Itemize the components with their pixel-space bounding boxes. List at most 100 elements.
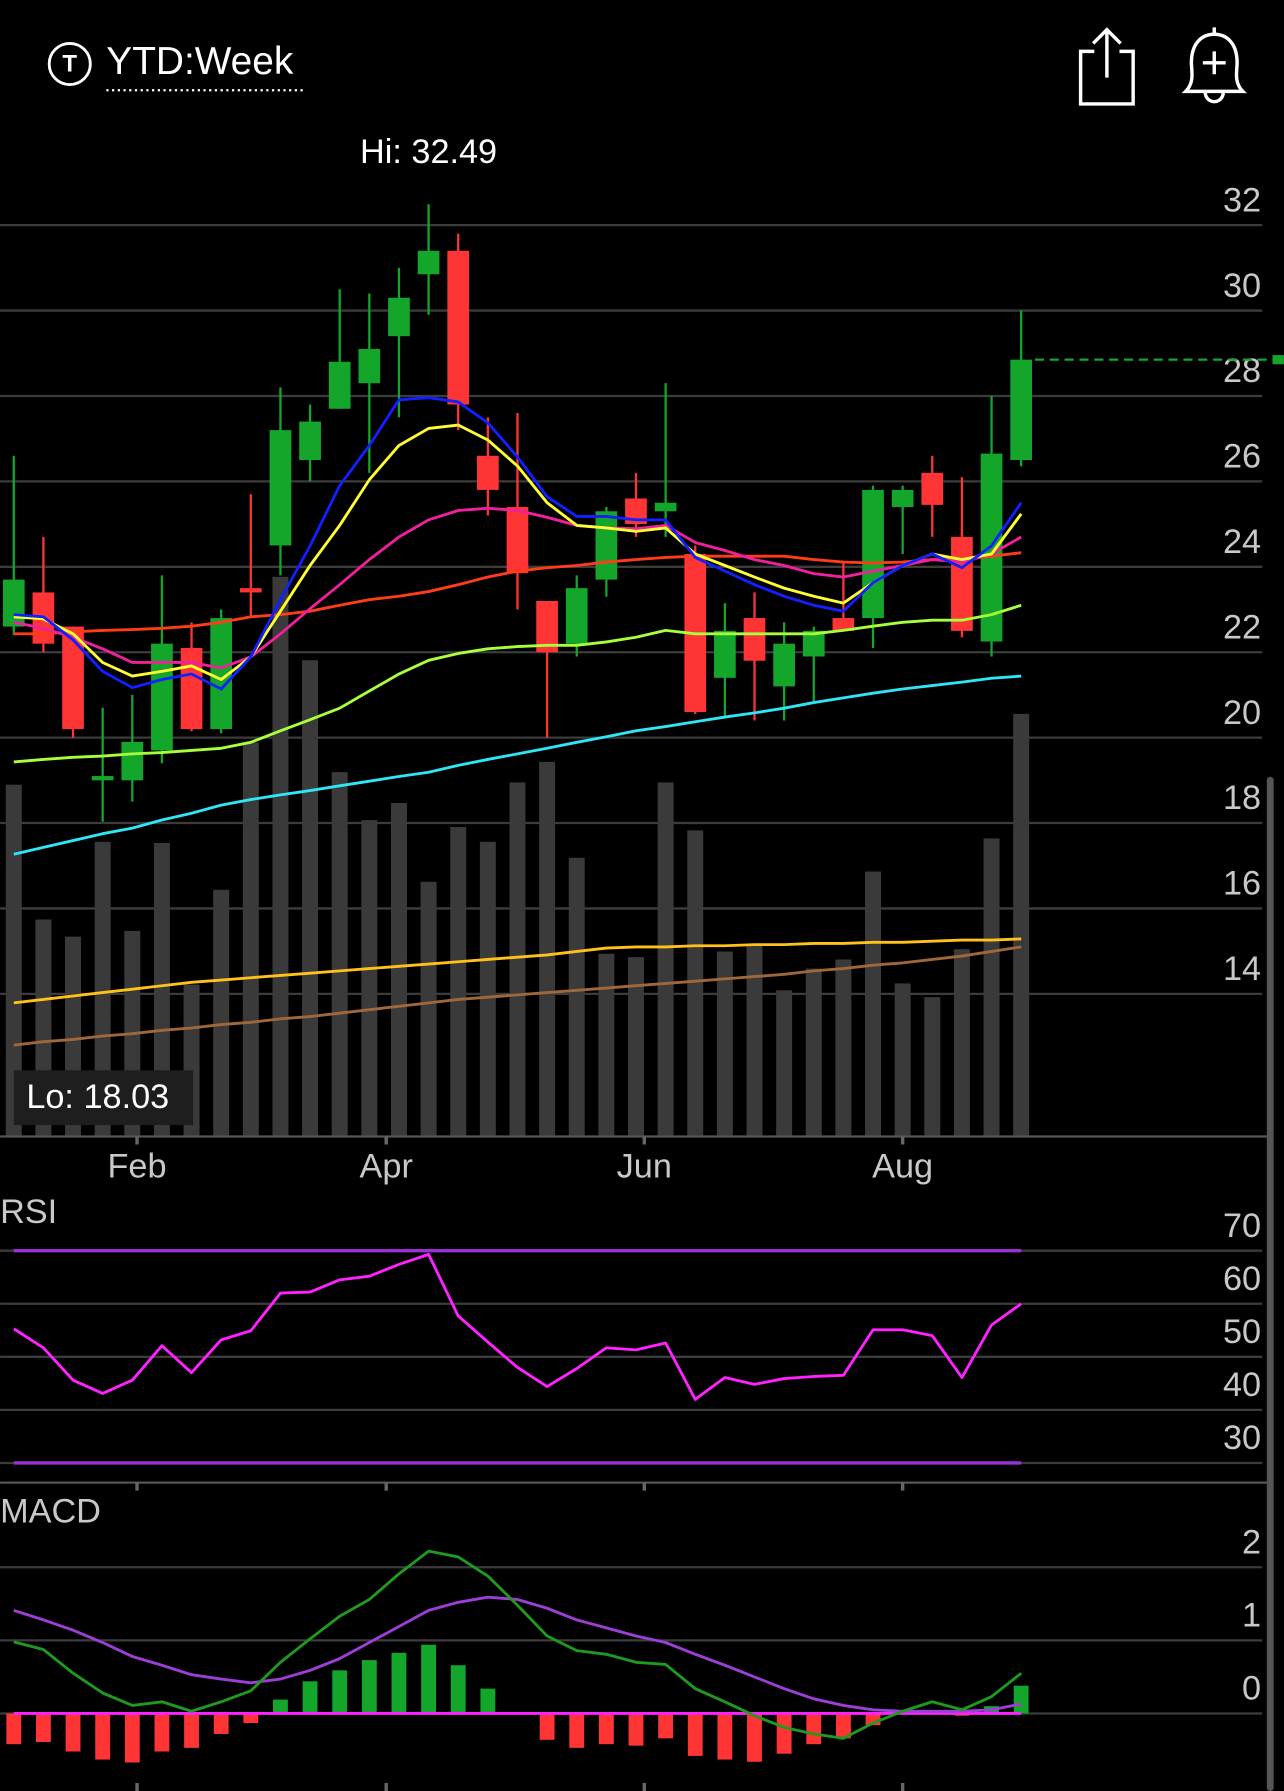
candle-body [743, 618, 766, 661]
candle-body [1010, 359, 1033, 461]
histogram-bar [687, 1713, 703, 1756]
histogram-bar [776, 1713, 792, 1754]
candle-body [269, 430, 292, 546]
x-tick-label: Apr [360, 1148, 413, 1186]
candle-body [802, 630, 825, 657]
volume-bar [627, 957, 644, 1137]
volume-bar [687, 830, 704, 1137]
histogram-bar [273, 1699, 288, 1714]
volume-bar [479, 841, 496, 1137]
candle-body [832, 618, 855, 631]
histogram-bar [598, 1713, 614, 1745]
low-label: Lo: 18.03 [26, 1078, 169, 1116]
volume-bar [805, 968, 822, 1137]
histogram-bar [747, 1713, 762, 1762]
histogram-bar [35, 1713, 51, 1743]
volume-bar [598, 953, 615, 1137]
candle-body [358, 348, 381, 384]
moving-average-line [13, 674, 1022, 856]
volume-bar [1013, 713, 1030, 1137]
volume-bar [153, 842, 170, 1137]
candle-body [417, 250, 440, 275]
volume-bar [924, 997, 941, 1137]
candle-body [388, 297, 410, 337]
volume-bar [361, 820, 378, 1137]
volume-bar [509, 782, 526, 1137]
volume-bar [746, 945, 763, 1137]
candle-body [62, 626, 84, 730]
y-tick-label: 30 [1223, 267, 1261, 305]
timeframe-button[interactable]: T YTD:Week [47, 40, 307, 92]
candle-body [773, 643, 795, 687]
volume-bar [657, 782, 674, 1137]
volume-average-line [13, 937, 1022, 1005]
x-tick-label: Jun [617, 1148, 672, 1186]
histogram-bar [480, 1688, 496, 1714]
volume-bar [213, 889, 230, 1137]
badge-letter: T [62, 50, 77, 77]
y-tick-label: 1 [1242, 1597, 1261, 1635]
candle-body [180, 647, 203, 730]
candle-body [565, 588, 588, 644]
y-tick-label: 2 [1242, 1523, 1261, 1561]
histogram-bar [539, 1713, 555, 1740]
panel-title: RSI [0, 1193, 57, 1231]
candle-body [210, 618, 233, 730]
high-label: Hi: 32.49 [360, 133, 497, 171]
y-tick-label: 60 [1223, 1260, 1261, 1298]
histogram-bar [213, 1713, 229, 1734]
bell-body [1181, 32, 1247, 94]
candle-body [595, 511, 618, 580]
histogram-bar [243, 1713, 259, 1723]
histogram-bar [628, 1713, 644, 1746]
volume-bar [331, 772, 348, 1137]
candle-body [654, 502, 677, 512]
low-label-box [13, 1070, 194, 1126]
candle-body [862, 489, 884, 619]
scrollbar[interactable] [1266, 776, 1274, 1791]
histogram-bar [450, 1665, 466, 1714]
y-tick-label: 20 [1223, 694, 1261, 732]
histogram-bar [332, 1670, 348, 1714]
candle-body [714, 630, 736, 678]
candle-body [506, 507, 529, 574]
volume-bar [894, 983, 911, 1137]
histogram-bar [361, 1660, 377, 1714]
y-tick-label: 28 [1223, 352, 1261, 390]
y-tick-label: 30 [1223, 1419, 1261, 1457]
timeframe-label: YTD:Week [106, 40, 294, 83]
histogram-bar [65, 1713, 81, 1752]
candle-body [151, 643, 173, 751]
volume-bar [450, 826, 467, 1137]
moving-average-line [13, 396, 1023, 691]
histogram-bar [6, 1713, 22, 1745]
volume-bar [983, 838, 1000, 1137]
candle-body [476, 455, 499, 490]
candle-body [121, 741, 144, 781]
histogram-bar [865, 1713, 881, 1726]
share-arrow [1091, 27, 1122, 78]
histogram-bar [302, 1681, 318, 1714]
y-tick-label: 14 [1223, 950, 1261, 988]
volume-bar [5, 784, 22, 1137]
histogram-bar [95, 1713, 111, 1760]
alert-icon[interactable] [1181, 27, 1247, 104]
x-tick-label: Aug [872, 1148, 933, 1186]
candle-body [951, 536, 973, 631]
volume-average-line [13, 945, 1022, 1047]
candle-body [299, 421, 321, 461]
share-icon[interactable] [1078, 27, 1135, 106]
histogram-bar [391, 1652, 407, 1714]
histogram-bar [124, 1713, 140, 1763]
volume-bar [953, 949, 970, 1137]
volume-bar [420, 881, 437, 1137]
y-tick-label: 70 [1223, 1207, 1261, 1245]
y-tick-label: 16 [1223, 865, 1261, 903]
candle-body [239, 588, 262, 593]
x-tick-label: Feb [108, 1148, 167, 1186]
volume-bar [390, 802, 407, 1137]
candle-body [91, 776, 114, 781]
histogram-bar [569, 1713, 585, 1748]
